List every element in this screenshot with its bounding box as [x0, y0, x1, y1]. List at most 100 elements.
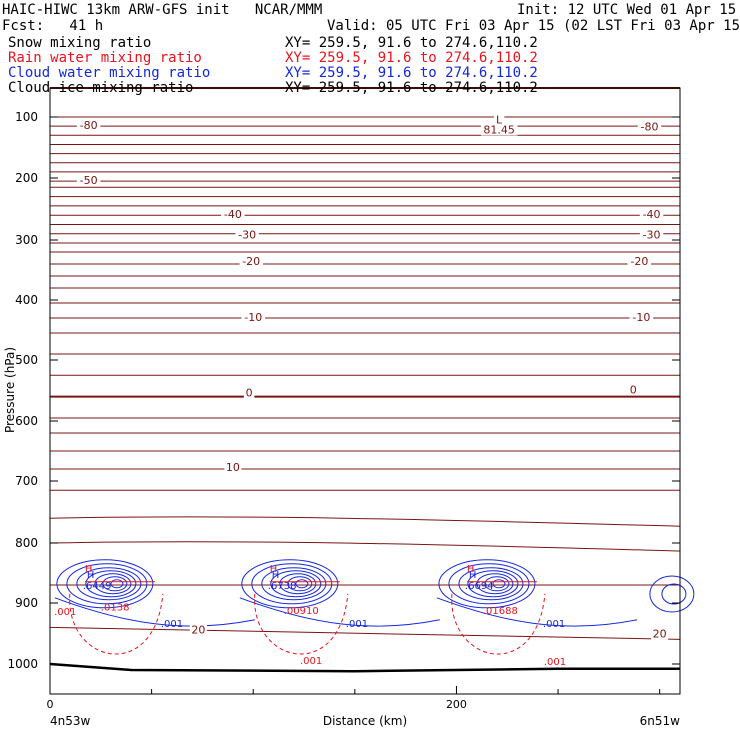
isotherm-label-bg — [239, 255, 263, 268]
isotherm-label-bg — [627, 255, 652, 268]
forecast-hour: Fcst: 41 h — [2, 18, 104, 34]
cloud-water-contour — [261, 567, 327, 601]
y-tick-label: 400 — [15, 293, 38, 307]
y-tick-label: 200 — [15, 171, 38, 185]
chart-title: HAIC-HIWC 13km ARW-GFS init NCAR/MMM — [2, 2, 323, 18]
rain-water-label: .001 — [300, 656, 322, 667]
isotherm-label: -40 — [224, 208, 242, 221]
field-xy-snow: XY= 259.5, 91.6 to 274.6,110.2 — [285, 35, 538, 51]
rain-water-label: .0138 — [101, 602, 130, 613]
cloud-water-contour — [467, 570, 519, 598]
isotherm-label-bg — [243, 386, 255, 399]
isotherm-label: 20 — [653, 628, 667, 641]
isotherm-label-bg — [189, 623, 207, 636]
x-endpoint-right: 6n51w — [640, 714, 681, 728]
isotherm-label: 0 — [246, 387, 253, 400]
cloud-water-contour — [85, 570, 137, 598]
isotherm-label: 20 — [191, 623, 205, 636]
rain-water-high-marker: H — [467, 564, 475, 575]
isotherm-label: -30 — [238, 229, 256, 242]
field-label-rain: Rain water mixing ratio — [8, 50, 202, 66]
cloud-water-contour — [94, 573, 132, 595]
cloud-water-contour — [56, 559, 154, 609]
y-tick-label: 600 — [15, 414, 38, 428]
y-tick-label: 100 — [15, 110, 38, 124]
y-tick-label: 900 — [15, 596, 38, 610]
isotherm-label: 10 — [226, 461, 240, 474]
terrain-line — [49, 662, 680, 673]
isotherm-label: 0 — [630, 384, 637, 397]
rain-water-contour — [69, 593, 164, 655]
cloud-water-min-label: .001 — [161, 619, 183, 630]
cloud-water-max-label: .6694 — [465, 581, 494, 592]
cloud-water-contour — [436, 597, 638, 627]
isotherm-label: -50 — [80, 174, 98, 187]
field-label-snow: Snow mixing ratio — [8, 35, 152, 51]
cloud-water-min-label: .001 — [543, 619, 565, 630]
isotherm-label: -40 — [643, 208, 661, 221]
cloud-water-max-label: .6449 — [83, 581, 112, 592]
isotherm-label: -10 — [632, 311, 650, 324]
isotherm-label-bg — [637, 120, 662, 133]
y-tick-label: 800 — [15, 536, 38, 550]
cloud-water-max-label: .6738 — [268, 581, 297, 592]
cloud-water-contour — [102, 576, 128, 592]
cloud-water-contour — [661, 583, 687, 605]
rain-water-contour — [451, 593, 546, 655]
isotherm-line — [49, 516, 681, 527]
rain-water-contours: H H H.0138.001.00910.001.01688.001 — [54, 564, 566, 668]
cloud-water-contour — [492, 579, 506, 589]
isotherm-line — [49, 626, 681, 640]
cloud-water-high-marker: H — [469, 570, 477, 581]
valid-time: Valid: 05 UTC Fri 03 Apr 15 (02 LST Fri … — [327, 18, 740, 34]
cloud-water-contour — [295, 579, 309, 589]
cloud-water-contour — [476, 573, 514, 595]
rain-water-high-marker: H — [85, 564, 93, 575]
isotherm-label-bg — [639, 208, 664, 221]
isotherm-label-bg — [76, 174, 101, 187]
isotherm-label: -20 — [242, 255, 260, 268]
cloud-water-contour — [270, 570, 322, 598]
isotherm-label: -80 — [641, 120, 659, 133]
rain-water-contour — [254, 593, 349, 655]
y-tick-label: 1000 — [7, 657, 38, 671]
cloud-water-contour — [448, 563, 530, 605]
y-tick-label: 500 — [15, 353, 38, 367]
isotherm-line — [49, 541, 681, 552]
rain-water-label: .001 — [54, 607, 76, 618]
cloud-water-contour — [251, 563, 333, 605]
cloud-water-contour — [241, 559, 339, 609]
field-xy-cloud-water: XY= 259.5, 91.6 to 274.6,110.2 — [285, 65, 538, 81]
cloud-water-contour — [484, 576, 510, 592]
field-label-cloud-water: Cloud water mixing ratio — [8, 65, 211, 81]
cloud-water-contour — [287, 576, 313, 592]
y-tick-label: 300 — [15, 233, 38, 247]
field-label-cloud-ice: Cloud ice mixing ratio — [8, 80, 194, 96]
extrema-label: 81.45 — [483, 123, 515, 136]
field-xy-rain: XY= 259.5, 91.6 to 274.6,110.2 — [285, 50, 538, 66]
x-axis-title: Distance (km) — [323, 714, 407, 728]
field-xy-cloud-ice: XY= 259.5, 91.6 to 274.6,110.2 — [285, 80, 538, 96]
isotherm-label-bg — [235, 228, 259, 241]
y-tick-label: 700 — [15, 474, 38, 488]
cloud-water-min-label: .001 — [346, 619, 368, 630]
extrema-label-bg — [480, 123, 518, 136]
isotherm-label-bg — [76, 119, 101, 132]
x-tick-label: 200 — [446, 698, 467, 711]
extrema-label: L — [496, 114, 503, 127]
isotherm-label-bg — [628, 383, 639, 396]
isotherm-label-bg — [241, 311, 265, 323]
isotherm-label-bg — [639, 228, 664, 241]
cloud-water-contour — [76, 567, 142, 601]
cloud-water-high-marker: H — [272, 570, 280, 581]
cloud-water-contour — [110, 579, 124, 589]
isotherm-label: -10 — [244, 311, 262, 324]
extrema-label-bg — [493, 113, 505, 126]
cloud-water-contour — [54, 597, 255, 627]
cloud-water-high-marker: H — [87, 570, 95, 581]
isotherm-label: -80 — [80, 119, 98, 132]
isotherm-label-bg — [651, 627, 669, 640]
